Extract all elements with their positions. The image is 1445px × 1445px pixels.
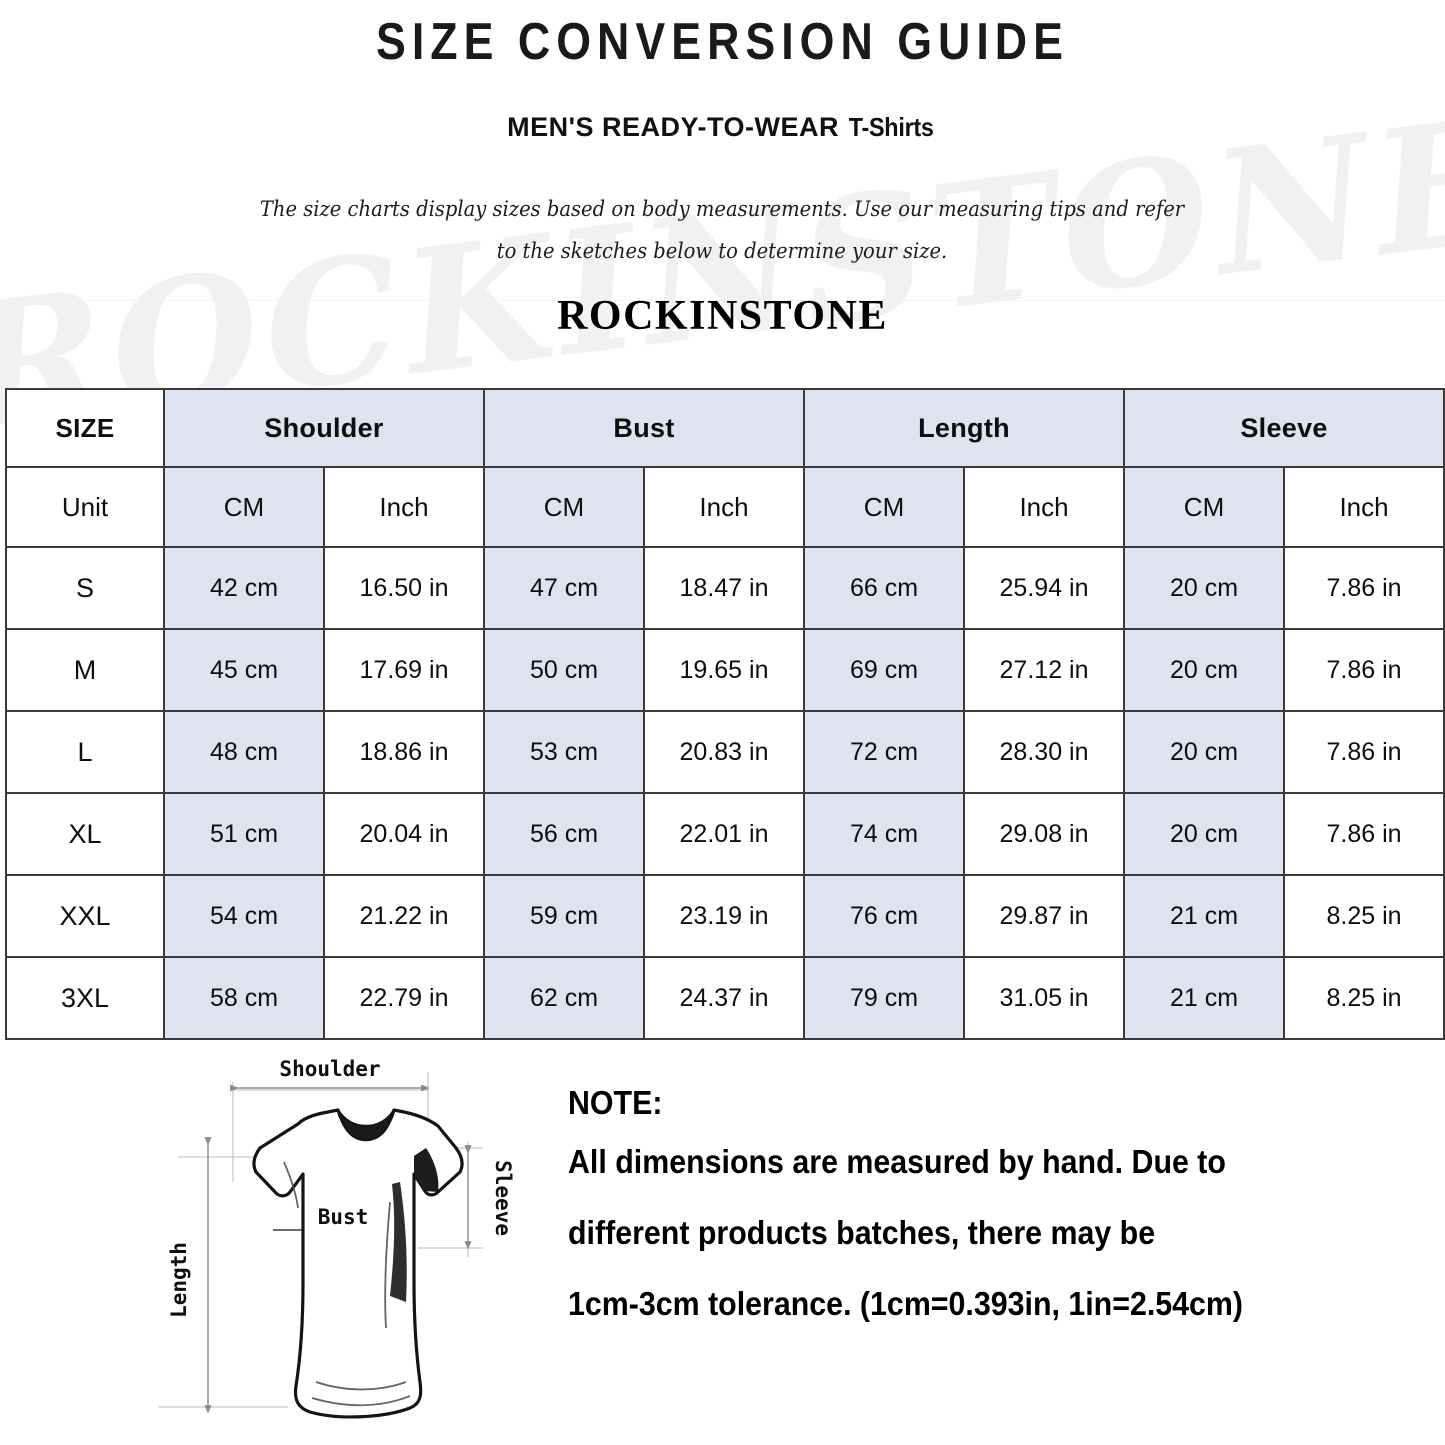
unit-shoulder-cm: CM [163, 466, 325, 548]
sketch-label-bust: Bust [318, 1205, 369, 1229]
table-row: L 48 cm 18.86 in 53 cm 20.83 in 72 cm 28… [5, 710, 1445, 794]
note-line-1: All dimensions are measured by hand. Due… [568, 1143, 1226, 1180]
header-group-sleeve: Sleeve [1123, 388, 1445, 468]
cell-bust-cm: 47 cm [483, 546, 645, 630]
cell-bust-inch: 20.83 in [642, 710, 806, 794]
header-group-shoulder: Shoulder [163, 388, 485, 468]
cell-shoulder-cm: 51 cm [163, 792, 325, 876]
row-size-label: M [5, 628, 165, 712]
cell-bust-inch: 22.01 in [642, 792, 806, 876]
table-unit-row: Unit CM Inch CM Inch CM Inch CM Inch [5, 466, 1445, 548]
sketch-label-length: Length [167, 1242, 191, 1318]
unit-sleeve-inch: Inch [1283, 466, 1445, 548]
table-row: XXL 54 cm 21.22 in 59 cm 23.19 in 76 cm … [5, 874, 1445, 958]
sketch-label-shoulder: Shoulder [279, 1057, 380, 1081]
cell-shoulder-inch: 18.86 in [323, 710, 485, 794]
subtitle: MEN'S READY-TO-WEAR T-Shirts [0, 112, 1445, 143]
cell-shoulder-inch: 17.69 in [323, 628, 485, 712]
note-title: NOTE: [568, 1084, 663, 1121]
cell-shoulder-cm: 42 cm [163, 546, 325, 630]
cell-bust-cm: 50 cm [483, 628, 645, 712]
note-line-3: 1cm-3cm tolerance. (1cm=0.393in, 1in=2.5… [568, 1285, 1244, 1322]
cell-shoulder-cm: 58 cm [163, 956, 325, 1040]
cell-length-cm: 66 cm [803, 546, 966, 630]
cell-sleeve-cm: 21 cm [1123, 874, 1286, 958]
unit-shoulder-inch: Inch [323, 466, 485, 548]
note-block: NOTE: All dimensions are measured by han… [568, 1080, 1398, 1339]
tshirt-measurement-diagram: Shoulder Bust Length Sleeve [138, 1052, 538, 1442]
cell-sleeve-cm: 21 cm [1123, 956, 1286, 1040]
size-conversion-table: SIZE Shoulder Bust Length Sleeve Unit CM… [5, 388, 1445, 1040]
note-line-2: different products batches, there may be [568, 1214, 1156, 1251]
page-title: SIZE CONVERSION GUIDE [376, 13, 1069, 71]
subtitle-category: MEN'S READY-TO-WEAR [507, 112, 840, 142]
cell-bust-cm: 62 cm [483, 956, 645, 1040]
table-row: 3XL 58 cm 22.79 in 62 cm 24.37 in 79 cm … [5, 956, 1445, 1040]
cell-length-inch: 27.12 in [963, 628, 1126, 712]
brand-name: ROCKINSTONE [557, 293, 888, 339]
cell-bust-inch: 18.47 in [642, 546, 806, 630]
cell-length-inch: 28.30 in [963, 710, 1126, 794]
header-group-length: Length [803, 388, 1126, 468]
cell-length-cm: 74 cm [803, 792, 966, 876]
table-row: M 45 cm 17.69 in 50 cm 19.65 in 69 cm 27… [5, 628, 1445, 712]
cell-sleeve-inch: 7.86 in [1283, 710, 1445, 794]
cell-bust-cm: 56 cm [483, 792, 645, 876]
cell-bust-cm: 53 cm [483, 710, 645, 794]
cell-length-inch: 25.94 in [963, 546, 1126, 630]
cell-length-inch: 31.05 in [963, 956, 1126, 1040]
description-text: The size charts display sizes based on b… [259, 197, 1185, 263]
cell-shoulder-cm: 54 cm [163, 874, 325, 958]
header-size: SIZE [5, 388, 165, 468]
cell-sleeve-cm: 20 cm [1123, 546, 1286, 630]
cell-sleeve-cm: 20 cm [1123, 792, 1286, 876]
row-size-label: S [5, 546, 165, 630]
cell-bust-inch: 24.37 in [642, 956, 806, 1040]
cell-shoulder-inch: 16.50 in [323, 546, 485, 630]
sketch-label-sleeve: Sleeve [491, 1160, 515, 1236]
cell-length-cm: 69 cm [803, 628, 966, 712]
unit-bust-inch: Inch [642, 466, 806, 548]
unit-length-inch: Inch [963, 466, 1126, 548]
row-size-label: 3XL [5, 956, 165, 1040]
header-unit: Unit [5, 466, 165, 548]
cell-shoulder-inch: 20.04 in [323, 792, 485, 876]
row-size-label: L [5, 710, 165, 794]
unit-bust-cm: CM [483, 466, 645, 548]
cell-sleeve-inch: 8.25 in [1283, 874, 1445, 958]
cell-bust-cm: 59 cm [483, 874, 645, 958]
cell-bust-inch: 23.19 in [642, 874, 806, 958]
row-size-label: XXL [5, 874, 165, 958]
cell-length-inch: 29.08 in [963, 792, 1126, 876]
table-row: XL 51 cm 20.04 in 56 cm 22.01 in 74 cm 2… [5, 792, 1445, 876]
cell-length-cm: 72 cm [803, 710, 966, 794]
cell-length-cm: 79 cm [803, 956, 966, 1040]
cell-sleeve-cm: 20 cm [1123, 710, 1286, 794]
table-group-header-row: SIZE Shoulder Bust Length Sleeve [5, 388, 1445, 468]
cell-sleeve-inch: 8.25 in [1283, 956, 1445, 1040]
table-row: S 42 cm 16.50 in 47 cm 18.47 in 66 cm 25… [5, 546, 1445, 630]
cell-sleeve-inch: 7.86 in [1283, 546, 1445, 630]
cell-shoulder-cm: 45 cm [163, 628, 325, 712]
unit-sleeve-cm: CM [1123, 466, 1286, 548]
cell-shoulder-inch: 21.22 in [323, 874, 485, 958]
cell-shoulder-cm: 48 cm [163, 710, 325, 794]
watermark-rule [0, 300, 1445, 301]
cell-length-cm: 76 cm [803, 874, 966, 958]
unit-length-cm: CM [803, 466, 966, 548]
cell-sleeve-cm: 20 cm [1123, 628, 1286, 712]
cell-sleeve-inch: 7.86 in [1283, 628, 1445, 712]
row-size-label: XL [5, 792, 165, 876]
cell-shoulder-inch: 22.79 in [323, 956, 485, 1040]
subtitle-product: T-Shirts [848, 112, 934, 142]
cell-length-inch: 29.87 in [963, 874, 1126, 958]
header-group-bust: Bust [482, 388, 806, 468]
cell-sleeve-inch: 7.86 in [1283, 792, 1445, 876]
cell-bust-inch: 19.65 in [642, 628, 806, 712]
